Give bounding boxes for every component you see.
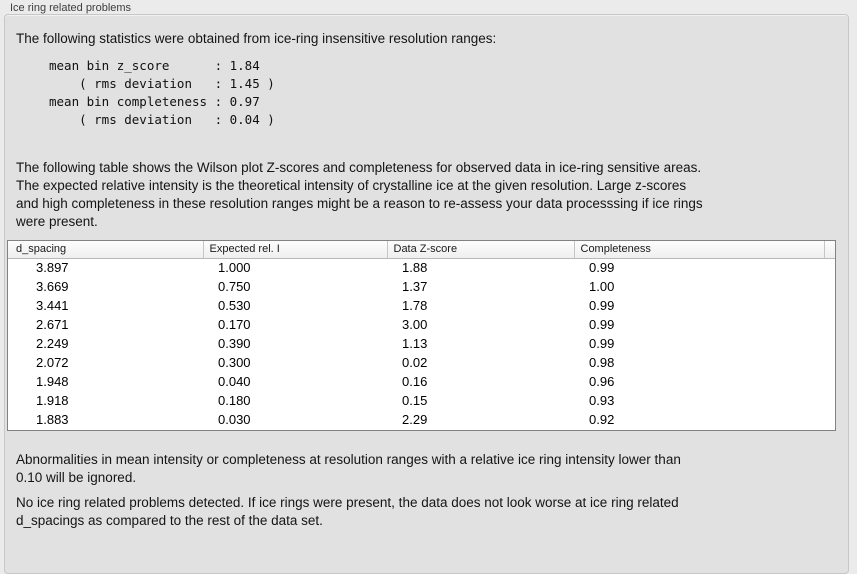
table-row[interactable]: 1.948 0.040 0.16 0.96 — [8, 372, 835, 391]
table-cell: 0.16 — [402, 374, 428, 389]
table-row[interactable]: 3.669 0.750 1.37 1.00 — [8, 277, 835, 296]
column-header-data-z-score[interactable]: Data Z-score — [386, 241, 574, 259]
table-cell: 0.15 — [402, 393, 428, 408]
table-cell — [824, 410, 835, 429]
table-cell: 2.671 — [36, 317, 69, 332]
table-cell: 0.170 — [218, 317, 251, 332]
column-header-d-spacing[interactable]: d_spacing — [8, 241, 203, 259]
table-cell: 0.99 — [589, 260, 615, 276]
table-cell: 0.96 — [589, 374, 615, 389]
table-cell: 0.030 — [218, 412, 251, 427]
table-cell: 1.883 — [36, 412, 69, 427]
table-cell: 0.93 — [589, 393, 615, 408]
ice-ring-table: d_spacing Expected rel. I Data Z-score Comp… — [7, 240, 836, 431]
table-cell — [824, 372, 835, 391]
panel-title: Ice ring related problems — [10, 2, 132, 14]
ignore-note: Abnormalities in mean intensity or compl… — [16, 452, 681, 485]
table-cell: 2.249 — [36, 336, 69, 351]
table-cell — [824, 334, 835, 353]
stats-block: mean bin z_score : 1.84 ( rms deviation … — [49, 58, 275, 127]
table-cell: 1.00 — [589, 279, 615, 294]
column-header-expected-rel-i[interactable]: Expected rel. I — [202, 241, 387, 259]
table-cell: 3.669 — [36, 279, 69, 294]
table-cell: 0.02 — [402, 355, 428, 370]
table-cell: 0.300 — [218, 355, 251, 370]
table-cell: 3.441 — [36, 298, 69, 313]
table-cell: 1.88 — [402, 260, 428, 276]
ice-ring-data-table: d_spacing Expected rel. I Data Z-score Comp… — [8, 241, 835, 429]
table-row[interactable]: 3.897 1.000 1.88 0.99 — [8, 258, 835, 277]
table-cell — [824, 258, 835, 277]
table-row[interactable]: 1.918 0.180 0.15 0.93 — [8, 391, 835, 410]
column-header-filler[interactable] — [823, 241, 835, 259]
table-cell: 1.948 — [36, 374, 69, 389]
table-row[interactable]: 1.883 0.030 2.29 0.92 — [8, 410, 835, 429]
table-cell: 1.000 — [218, 260, 251, 276]
table-cell: 0.99 — [589, 298, 615, 313]
table-header-row: d_spacing Expected rel. I Data Z-score Comp… — [8, 241, 835, 259]
table-row[interactable]: 2.072 0.300 0.02 0.98 — [8, 353, 835, 372]
table-row[interactable]: 2.249 0.390 1.13 0.99 — [8, 334, 835, 353]
table-cell: 1.37 — [402, 279, 428, 294]
table-cell: 0.750 — [218, 279, 251, 294]
table-cell: 3.00 — [402, 317, 428, 332]
table-row[interactable]: 3.441 0.530 1.78 0.99 — [8, 296, 835, 315]
table-cell: 0.99 — [589, 336, 615, 351]
table-cell: 0.530 — [218, 298, 251, 313]
table-cell — [824, 277, 835, 296]
table-description: The following table shows the Wilson plo… — [16, 160, 703, 229]
table-cell: 2.29 — [402, 412, 428, 427]
table-cell: 1.13 — [402, 336, 428, 351]
table-cell: 1.918 — [36, 393, 69, 408]
table-cell — [824, 391, 835, 410]
table-cell: 0.99 — [589, 317, 615, 332]
ice-ring-panel: The following statistics were obtained f… — [4, 14, 849, 574]
intro-text: The following statistics were obtained f… — [16, 31, 497, 46]
table-cell: 0.92 — [589, 412, 615, 427]
table-cell: 0.390 — [218, 336, 251, 351]
table-cell: 1.78 — [402, 298, 428, 313]
table-row[interactable]: 2.671 0.170 3.00 0.99 — [8, 315, 835, 334]
table-cell — [824, 315, 835, 334]
table-cell: 2.072 — [36, 355, 69, 370]
table-cell — [824, 296, 835, 315]
table-cell: 0.180 — [218, 393, 251, 408]
table-cell: 0.040 — [218, 374, 251, 389]
table-cell — [824, 353, 835, 372]
conclusion-note: No ice ring related problems detected. I… — [16, 495, 679, 528]
column-header-completeness[interactable]: Completeness — [573, 241, 824, 259]
table-cell: 0.98 — [589, 355, 615, 370]
table-cell: 3.897 — [36, 260, 69, 276]
